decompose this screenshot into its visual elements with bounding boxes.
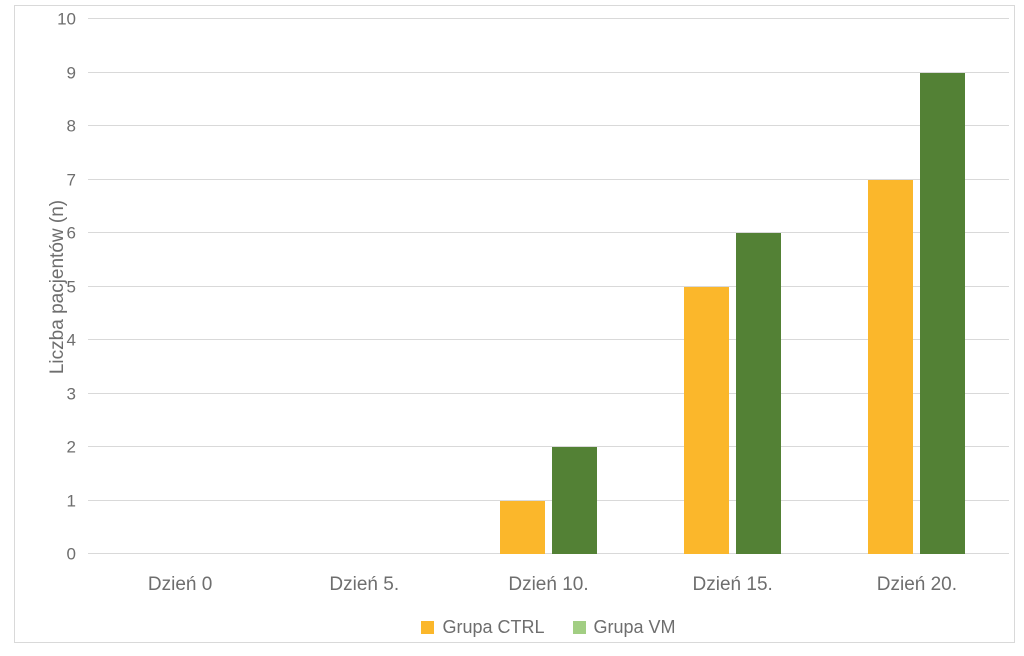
gridline bbox=[88, 499, 1009, 501]
y-tick-label: 7 bbox=[66, 170, 76, 189]
legend-label: Grupa CTRL bbox=[442, 617, 545, 637]
category-group-dzień-20.: Dzień 20. bbox=[825, 19, 1009, 595]
legend-swatch-grupa-vm bbox=[572, 621, 586, 634]
bar-grupa-vm bbox=[920, 72, 966, 554]
x-category-label: Dzień 10. bbox=[508, 574, 589, 595]
bar-grupa-vm bbox=[736, 233, 782, 554]
x-category-label: Dzień 0 bbox=[147, 574, 213, 595]
gridline bbox=[88, 339, 1009, 340]
y-tick-label: 6 bbox=[66, 223, 76, 243]
y-tick-label: 8 bbox=[66, 116, 76, 136]
chart-frame: Liczba pacjentów (n) 0 1 2 3 4 5 6 7 8 9 10 Dzień 0… bbox=[14, 5, 1015, 643]
y-tick-label: 4 bbox=[66, 330, 76, 350]
bar-grupa-ctrl bbox=[684, 286, 730, 554]
gridline bbox=[88, 71, 1009, 73]
y-tick-label: 0 bbox=[66, 544, 76, 564]
bar-grupa-ctrl bbox=[499, 500, 545, 554]
gridline bbox=[88, 232, 1009, 233]
category-group-dzień-0: Dzień 0 bbox=[88, 19, 272, 595]
plot-area: 0 1 2 3 4 5 6 7 8 9 10 Dzień 0 Dzień 5. Dzień 10. Dzie… bbox=[57, 11, 1009, 595]
x-category-label: Dzień 15. bbox=[692, 574, 773, 595]
y-tick-label: 5 bbox=[66, 277, 76, 296]
gridline bbox=[88, 125, 1009, 126]
legend: Grupa CTRL Grupa VM bbox=[88, 617, 1009, 638]
category-group-dzień-5.: Dzień 5. bbox=[272, 19, 456, 595]
legend-item-grupa-ctrl: Grupa CTRL bbox=[421, 617, 545, 638]
bar-grupa-vm bbox=[551, 447, 597, 554]
gridline bbox=[88, 285, 1009, 287]
legend-label: Grupa VM bbox=[593, 617, 676, 637]
bar-grupa-ctrl bbox=[868, 179, 914, 554]
gridline bbox=[88, 446, 1009, 447]
y-tick-label: 2 bbox=[66, 437, 76, 457]
legend-swatch-grupa-ctrl bbox=[421, 621, 435, 634]
y-tick-label: 10 bbox=[57, 9, 76, 29]
y-tick-label: 1 bbox=[66, 491, 76, 510]
x-category-label: Dzień 20. bbox=[876, 574, 958, 595]
category-group-dzień-15.: Dzień 15. bbox=[641, 19, 825, 595]
x-category-label: Dzień 5. bbox=[329, 574, 400, 595]
gridline bbox=[88, 18, 1009, 19]
gridline bbox=[88, 178, 1009, 180]
y-tick-label: 3 bbox=[66, 384, 76, 403]
category-group-dzień-10.: Dzień 10. bbox=[456, 19, 640, 595]
x-axis-line bbox=[88, 553, 1009, 554]
y-tick-label: 9 bbox=[66, 63, 76, 82]
legend-item-grupa-vm: Grupa VM bbox=[572, 617, 676, 638]
gridline bbox=[88, 392, 1009, 394]
